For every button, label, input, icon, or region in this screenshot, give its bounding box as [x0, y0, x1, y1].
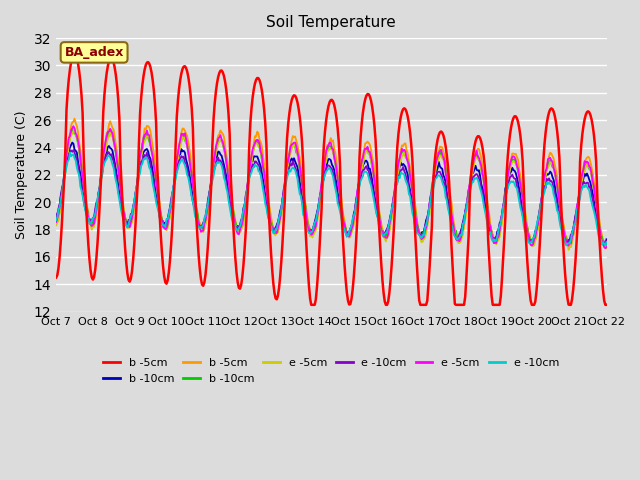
Title: Soil Temperature: Soil Temperature: [266, 15, 396, 30]
Y-axis label: Soil Temperature (C): Soil Temperature (C): [15, 111, 28, 239]
Legend: b -5cm, b -10cm, b -5cm, b -10cm, e -5cm, e -10cm, e -5cm, e -10cm: b -5cm, b -10cm, b -5cm, b -10cm, e -5cm…: [99, 354, 564, 388]
Text: BA_adex: BA_adex: [65, 46, 124, 59]
